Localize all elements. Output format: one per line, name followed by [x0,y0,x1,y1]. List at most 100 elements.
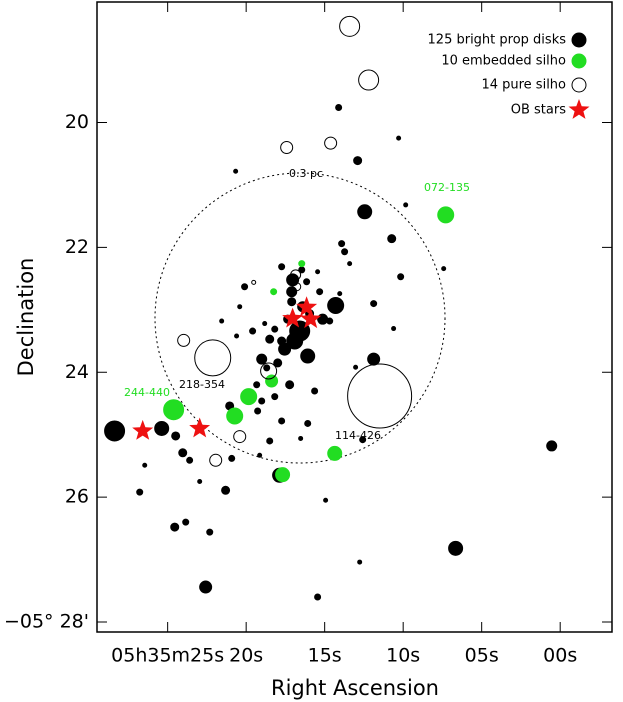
point [353,156,363,166]
plot-frame [96,1,613,633]
y-tick-label: −05° 28' [4,611,89,633]
point [253,381,261,389]
point [347,261,353,267]
point [337,291,343,297]
y-tick-label: 20 [65,111,89,133]
point [265,334,275,344]
point [353,364,359,370]
point [182,518,190,526]
point [206,528,214,536]
point [240,388,258,406]
x-tick-label: 00s [543,645,577,667]
point [387,234,397,244]
open-point [324,136,338,150]
open-point [260,362,278,380]
y-tick-label: 26 [65,486,89,508]
open-point [177,333,191,347]
point [285,380,295,390]
point [286,332,304,350]
annotation: 0.3 pc [289,167,323,180]
point [237,304,243,310]
point [199,580,213,594]
point [163,399,185,421]
point [154,420,170,436]
x-tick-label: 05s [465,645,499,667]
point [104,420,126,442]
point [304,419,312,427]
point [327,445,343,461]
open-point [194,339,232,377]
open-point [280,140,294,154]
point [300,348,316,364]
point [257,452,263,458]
open-point [251,279,257,285]
point [317,313,329,325]
point [226,407,244,425]
point [258,397,266,405]
legend-label: 10 embedded silho [441,54,566,69]
point [546,440,558,452]
ob-star [132,419,154,440]
open-point [347,363,413,429]
point [437,206,455,224]
legend-symbol [571,77,587,93]
open-point [358,69,380,91]
point [228,454,236,462]
point [234,333,240,339]
point [249,327,257,335]
point [359,436,367,444]
point [314,593,322,601]
point [397,273,405,281]
point [287,297,297,307]
point [403,202,409,208]
point [357,559,363,565]
point [241,283,249,291]
y-axis-label: Declination [14,258,38,377]
annotation: 218-354 [179,378,225,391]
x-tick-label: 20s [229,645,263,667]
x-tick-label: 10s [386,645,420,667]
legend-symbol [571,32,587,48]
point [396,135,402,141]
open-point [233,430,247,444]
point [271,393,279,401]
point [136,488,144,496]
point [286,286,298,298]
point [367,352,381,366]
annotation: 114-426 [335,429,381,442]
point [298,260,306,268]
point [278,342,292,356]
annotation: 244-440 [124,386,170,399]
point [315,269,321,275]
ob-star [189,417,211,438]
open-point [292,282,302,292]
legend-symbol [568,99,590,119]
point [271,325,279,333]
point [391,326,397,332]
point [142,462,148,468]
legend-label: OB stars [511,103,566,118]
point [221,485,231,495]
annotation: 072-135 [424,181,470,194]
point [254,407,262,415]
point [170,522,180,532]
point [323,497,329,503]
legend-label: 125 bright prop disks [428,33,567,48]
x-tick-label: 15s [308,645,342,667]
ob-star [300,308,322,329]
point [273,358,283,368]
point [298,435,304,441]
point [197,479,203,485]
open-point [209,453,223,467]
point [178,448,188,458]
x-tick-label: 05h35m25s [111,645,224,667]
point [316,288,324,296]
point [303,278,311,286]
point [311,387,319,395]
point [338,240,346,248]
x-axis-label: Right Ascension [271,676,439,700]
y-tick-label: 22 [65,236,89,258]
point [263,364,271,372]
point [186,456,194,464]
